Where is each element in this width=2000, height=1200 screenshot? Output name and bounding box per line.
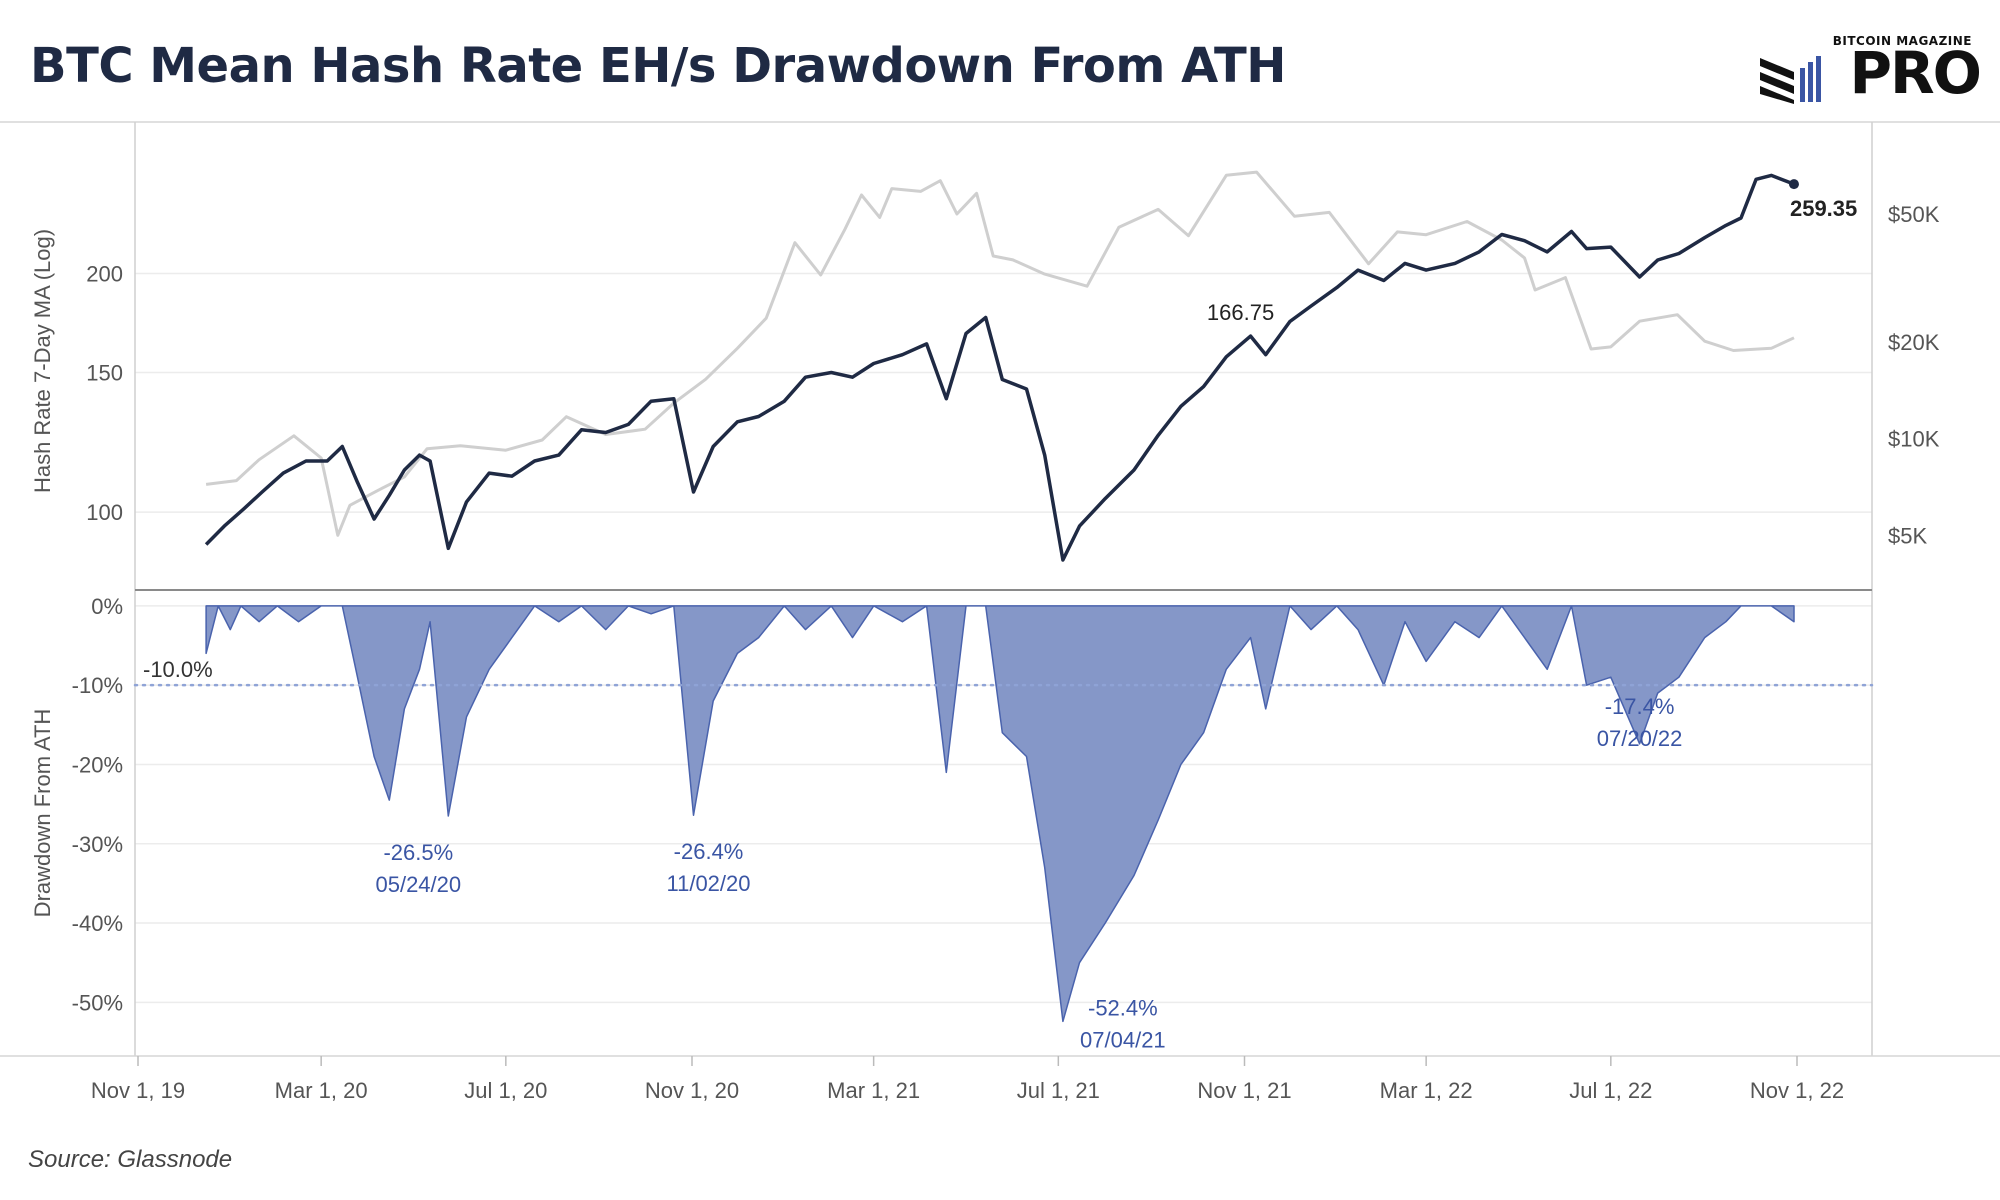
- logo-big-text: PRO: [1849, 39, 1982, 107]
- y-tick-label: -10%: [72, 673, 123, 698]
- price-tick-label: $5K: [1888, 523, 1927, 548]
- y-axis-title: Hash Rate 7-Day MA (Log): [30, 229, 55, 493]
- price-tick-label: $50K: [1888, 202, 1940, 227]
- hash-rate-end-point: [1788, 179, 1799, 190]
- drawdown-annotation-value: -26.4%: [674, 839, 744, 864]
- btc-price-series: [205, 170, 1795, 537]
- x-tick-label: Nov 1, 19: [91, 1078, 185, 1103]
- drawdown-annotation-value: -17.4%: [1605, 694, 1675, 719]
- y-tick-label: -50%: [72, 990, 123, 1015]
- y-tick-label: 100: [86, 500, 123, 525]
- source-note: Source: Glassnode: [28, 1146, 233, 1173]
- drawdown-annotation-date: 11/02/20: [667, 871, 751, 896]
- y-tick-label: -40%: [72, 911, 123, 936]
- hash-rate-annotation: 259.35: [1790, 196, 1857, 221]
- price-tick-label: $20K: [1888, 330, 1940, 355]
- x-tick-label: Jul 1, 21: [1017, 1078, 1100, 1103]
- x-tick-label: Jul 1, 22: [1569, 1078, 1652, 1103]
- x-tick-label: Jul 1, 20: [464, 1078, 547, 1103]
- y-tick-label: 150: [86, 361, 123, 386]
- drawdown-area: [205, 605, 1795, 1023]
- logo-small-text: BITCOIN MAGAZINE: [1832, 34, 1972, 48]
- chart-title: BTC Mean Hash Rate EH/s Drawdown From AT…: [30, 38, 1286, 94]
- threshold-label: -10.0%: [143, 657, 213, 682]
- x-tick-label: Mar 1, 21: [827, 1078, 920, 1103]
- drawdown-annotation-date: 05/24/20: [375, 872, 461, 897]
- price-tick-label: $10K: [1888, 427, 1940, 452]
- chart-frame: [0, 121, 2000, 1057]
- y-tick-label: 0%: [91, 594, 123, 619]
- y-tick-label: -30%: [72, 832, 123, 857]
- x-tick-label: Nov 1, 21: [1197, 1078, 1291, 1103]
- y-axis-title: Drawdown From ATH: [30, 709, 55, 918]
- bitcoin-magazine-pro-logo: BITCOIN MAGAZINE PRO: [1760, 34, 1982, 107]
- x-tick-label: Mar 1, 20: [275, 1078, 368, 1103]
- x-tick-label: Nov 1, 22: [1750, 1078, 1844, 1103]
- drawdown-annotation-value: -52.4%: [1088, 995, 1158, 1020]
- drawdown-annotation-date: 07/20/22: [1597, 726, 1683, 751]
- y-tick-label: 200: [86, 262, 123, 287]
- axis-layer: 100 150 200 $5K $10K $20K $50K 0% -10% -20% -30% -4…: [30, 202, 1940, 1103]
- drawdown-series: [133, 605, 1874, 1023]
- annotation-layer: -10.0% 166.75 259.35 -26.5% 05/24/20 -26.4% 11…: [143, 196, 1857, 1052]
- btc-price-line: [205, 170, 1795, 537]
- x-tick-label: Nov 1, 20: [645, 1078, 739, 1103]
- drawdown-annotation-date: 07/04/21: [1080, 1027, 1166, 1052]
- y-tick-label: -20%: [72, 752, 123, 777]
- hash-rate-series: [204, 173, 1799, 562]
- drawdown-annotation-value: -26.5%: [383, 840, 453, 865]
- hash-rate-annotation: 166.75: [1207, 300, 1274, 325]
- logo-mark-icon: [1760, 56, 1821, 104]
- hash-rate-line: [204, 173, 1795, 562]
- x-tick-label: Mar 1, 22: [1380, 1078, 1473, 1103]
